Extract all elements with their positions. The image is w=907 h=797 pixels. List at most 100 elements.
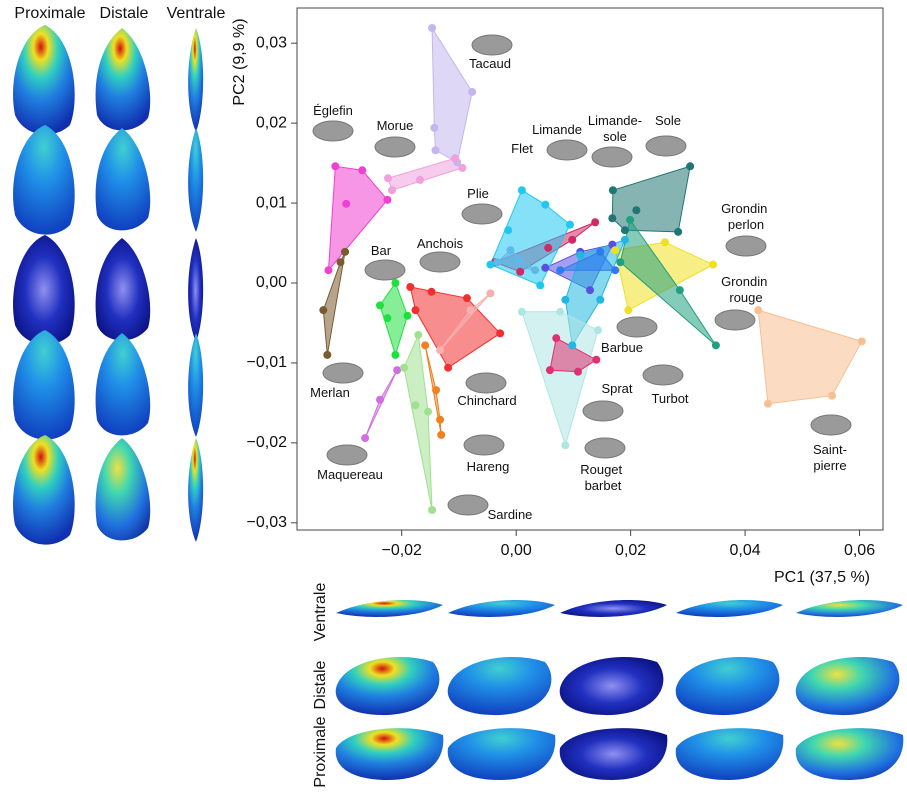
point — [430, 123, 439, 132]
point — [556, 307, 565, 316]
point — [531, 266, 540, 275]
point — [536, 281, 545, 290]
point — [674, 227, 683, 236]
species-hull — [409, 286, 501, 369]
species-label: Sole — [655, 113, 681, 128]
row-label: Proximale — [312, 716, 329, 787]
otolith-view — [447, 657, 552, 716]
point — [358, 166, 367, 175]
point — [506, 246, 515, 255]
species-label: Églefin — [313, 103, 353, 118]
point — [486, 289, 495, 298]
otolith-icon — [810, 414, 852, 436]
point — [686, 162, 695, 171]
species-hull — [560, 251, 617, 271]
otolith-icon — [374, 136, 416, 158]
point — [576, 251, 585, 260]
otolith-view — [675, 728, 784, 780]
point — [324, 266, 333, 275]
otolith-icon — [463, 434, 505, 456]
species-label: Chinchard — [457, 393, 516, 408]
column-label: Distale — [100, 5, 149, 22]
species-label: Turbot — [651, 391, 688, 406]
point — [709, 260, 718, 269]
point — [391, 278, 400, 287]
otolith-icon — [546, 139, 588, 161]
point — [608, 214, 617, 223]
otolith-view — [95, 128, 151, 231]
point — [466, 306, 475, 315]
point — [387, 186, 396, 195]
points — [319, 23, 866, 515]
y-tick-label: −0,01 — [247, 354, 288, 371]
point — [375, 301, 384, 310]
otolith-icon — [465, 372, 507, 394]
otolith-icon — [471, 34, 513, 56]
column-label: Proximale — [14, 5, 85, 22]
otolith-view — [559, 657, 664, 716]
otolith-view — [795, 728, 904, 780]
point — [361, 434, 370, 443]
species-hull — [521, 311, 599, 447]
point — [486, 260, 495, 269]
otolith-view — [13, 25, 75, 135]
point — [336, 258, 345, 267]
point — [458, 163, 467, 172]
point — [319, 306, 328, 315]
point — [586, 286, 594, 295]
point — [432, 386, 441, 395]
species-label: Flet — [511, 141, 533, 156]
point — [323, 350, 332, 359]
point — [763, 399, 772, 408]
point — [411, 401, 420, 410]
point — [462, 294, 471, 303]
otolith-view — [796, 600, 903, 617]
point — [391, 350, 400, 359]
x-tick-label: 0,00 — [501, 542, 532, 559]
otolith-icon — [591, 146, 633, 168]
point — [556, 266, 565, 275]
point — [342, 199, 351, 208]
point — [428, 506, 437, 515]
x-tick-label: −0,02 — [381, 542, 422, 559]
point — [561, 441, 570, 450]
species-label: Limande — [532, 122, 582, 137]
point — [711, 341, 720, 350]
point — [400, 363, 409, 372]
point — [624, 306, 633, 315]
otolith-icon — [326, 444, 368, 466]
point — [444, 363, 453, 372]
species-label: Maquereau — [317, 467, 383, 482]
species-label: Grondin rouge — [721, 274, 771, 305]
otolith-view — [13, 435, 75, 545]
x-tick-label: 0,06 — [844, 542, 875, 559]
species-hull — [611, 165, 691, 233]
otolith-icon — [645, 135, 687, 157]
labels: Tacaud Églefin Morue Limande-sole Limande Sol… — [310, 34, 852, 522]
y-axis-label: PC2 (9,9 %) — [231, 18, 248, 105]
otolith-icon — [725, 235, 767, 257]
point — [416, 175, 425, 184]
point — [383, 195, 392, 204]
point — [568, 341, 577, 350]
species-label: Sprat — [601, 381, 632, 396]
point — [513, 255, 522, 264]
point — [675, 286, 684, 295]
point — [517, 307, 526, 316]
otolith-view — [447, 728, 556, 780]
shape-panels — [13, 25, 904, 780]
point — [331, 162, 340, 171]
point — [561, 295, 570, 304]
point — [431, 146, 440, 155]
species-label: Merlan — [310, 385, 350, 400]
point — [596, 295, 605, 304]
otolith-view — [188, 238, 204, 342]
point — [541, 263, 550, 272]
otolith-view — [336, 600, 443, 617]
point — [383, 314, 392, 323]
otolith-view — [676, 600, 783, 617]
species-label: Rouget barbet — [580, 462, 626, 493]
point — [754, 306, 763, 315]
otolith-icon — [322, 362, 364, 384]
